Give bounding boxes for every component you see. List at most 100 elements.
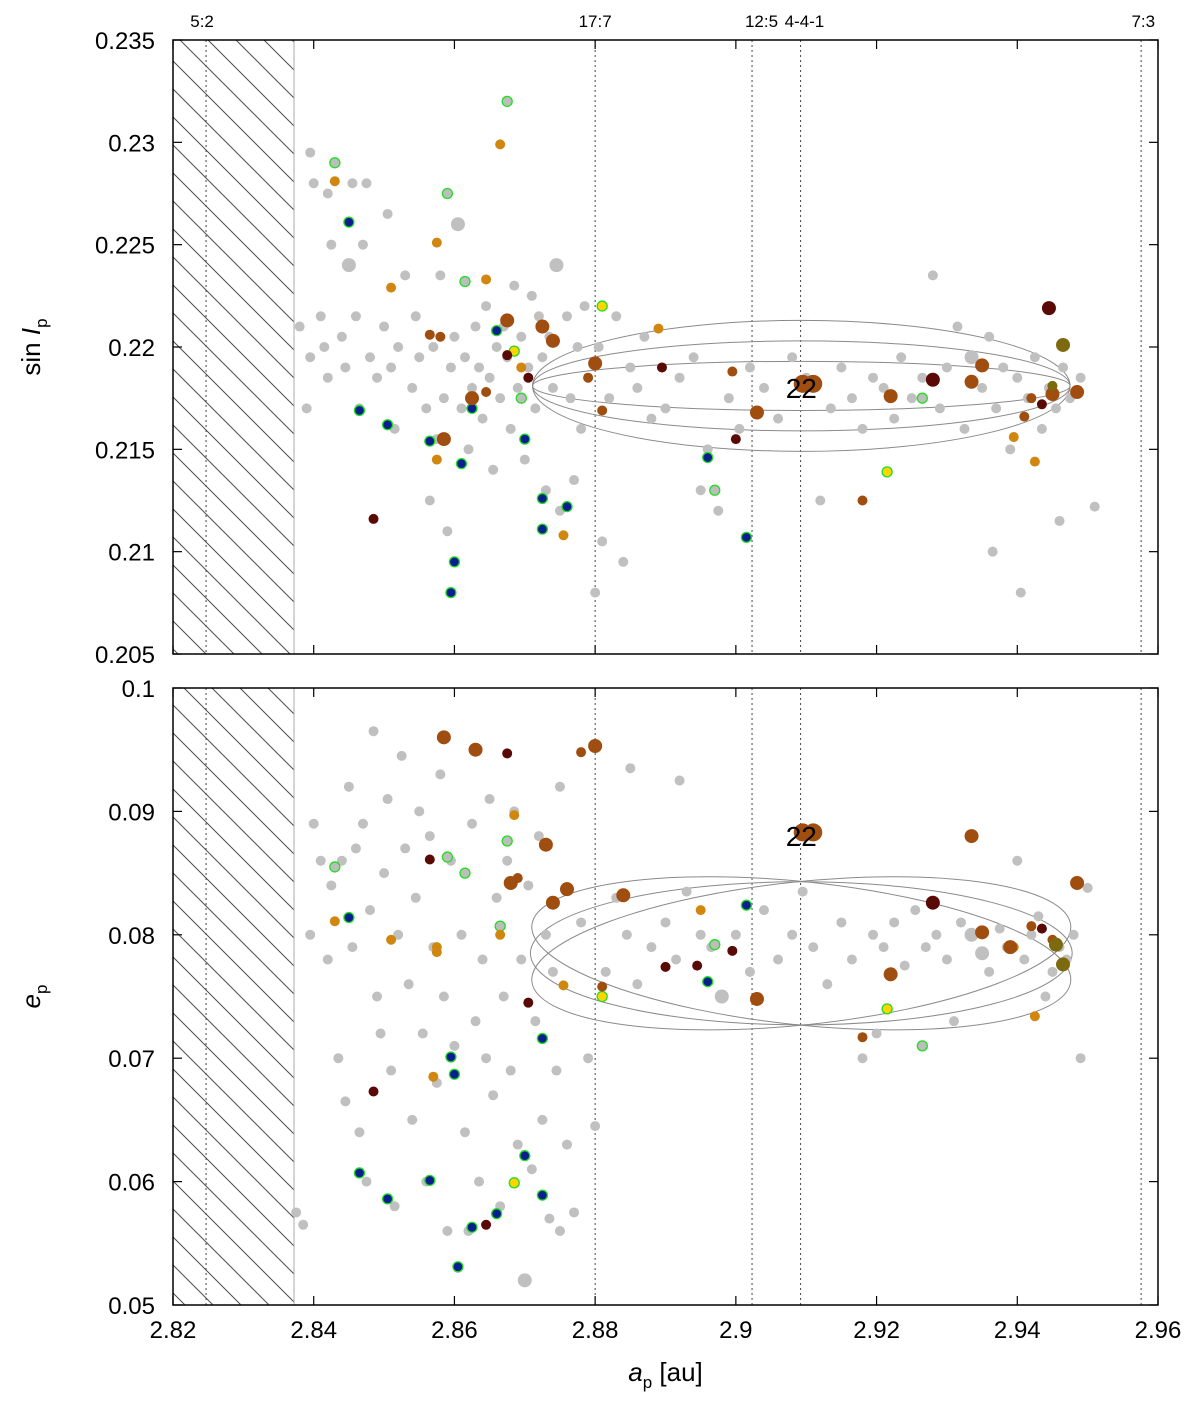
- asteroid-point: [787, 929, 798, 940]
- asteroid-point: [424, 435, 436, 447]
- y-tick-label: 0.205: [95, 642, 155, 669]
- asteroid-point: [336, 331, 347, 342]
- asteroid-point: [597, 981, 608, 992]
- asteroid-point: [1054, 515, 1065, 526]
- asteroid-point: [749, 405, 764, 420]
- asteroid-point: [773, 413, 784, 424]
- asteroid-point: [1070, 385, 1085, 400]
- asteroid-point: [459, 352, 470, 363]
- asteroid-point: [1015, 587, 1026, 598]
- asteroid-point: [495, 929, 506, 940]
- asteroid-point: [822, 979, 833, 990]
- asteroid-point: [625, 763, 636, 774]
- asteroid-point: [593, 342, 604, 352]
- asteroid-point: [386, 934, 397, 945]
- asteroid-point: [424, 1174, 436, 1187]
- asteroid-point: [1036, 423, 1047, 434]
- asteroid-point: [459, 867, 471, 879]
- asteroid-point: [523, 362, 534, 373]
- asteroid-point: [421, 403, 432, 414]
- asteroid-point: [744, 362, 755, 373]
- asteroid-point: [329, 176, 340, 187]
- asteroid-point: [455, 458, 468, 470]
- asteroid-point: [490, 324, 503, 337]
- asteroid-point: [343, 781, 354, 792]
- asteroid-point: [382, 208, 393, 219]
- asteroid-point: [984, 331, 995, 342]
- hatched-excluded-region: [173, 40, 295, 654]
- asteroid-point: [1047, 966, 1058, 977]
- asteroid-point: [562, 311, 572, 322]
- asteroid-point: [509, 810, 520, 821]
- asteroid-point: [576, 747, 587, 758]
- y-tick-label: 0.07: [108, 1046, 155, 1073]
- asteroid-point: [438, 991, 449, 1002]
- asteroid-point: [343, 216, 355, 228]
- asteroid-point: [604, 393, 615, 404]
- asteroid-point: [361, 178, 372, 189]
- asteroid-point: [600, 966, 611, 977]
- asteroid-point: [428, 1071, 439, 1082]
- asteroid-point: [329, 916, 340, 927]
- asteroid-point: [544, 1213, 555, 1224]
- asteroid-point: [516, 362, 527, 373]
- asteroid-point: [329, 157, 341, 169]
- asteroid-point: [576, 917, 587, 928]
- asteroid-point: [403, 979, 414, 990]
- asteroid-point: [393, 929, 404, 940]
- asteroid-point: [883, 967, 898, 982]
- y-tick-label: 0.215: [95, 437, 155, 464]
- asteroid-point: [749, 991, 764, 1006]
- asteroid-point: [740, 531, 753, 543]
- asteroid-point: [431, 947, 442, 958]
- asteroid-point: [569, 1207, 580, 1218]
- asteroid-point: [502, 855, 513, 866]
- asteroid-point: [740, 899, 753, 911]
- asteroid-point: [452, 1261, 464, 1273]
- asteroid-point: [857, 495, 868, 506]
- asteroid-point: [481, 387, 492, 398]
- asteroid-point: [857, 1032, 868, 1043]
- asteroid-point: [530, 403, 541, 414]
- proper-element-ellipse: [531, 876, 1072, 1031]
- asteroid-point: [723, 393, 734, 404]
- asteroid-point: [340, 1096, 351, 1107]
- y-tick-label: 0.21: [108, 540, 155, 567]
- asteroid-point: [759, 905, 769, 916]
- asteroid-point: [361, 1176, 372, 1187]
- asteroid-point: [474, 1176, 485, 1187]
- asteroid-point: [1005, 444, 1016, 455]
- asteroid-point: [502, 350, 513, 361]
- asteroid-point: [442, 526, 453, 537]
- asteroid-point: [871, 1028, 882, 1039]
- asteroid-point: [333, 1053, 344, 1064]
- asteroid-point: [438, 393, 449, 404]
- asteroid-point: [808, 942, 819, 953]
- asteroid-point: [646, 942, 657, 953]
- asteroid-point: [868, 929, 879, 940]
- asteroid-point: [540, 929, 551, 940]
- asteroid-point: [653, 323, 664, 334]
- asteroid-point: [964, 829, 979, 844]
- y-tick-label: 0.23: [108, 130, 155, 157]
- x-tick-label: 2.9: [719, 1317, 752, 1344]
- asteroid-point: [382, 794, 393, 805]
- asteroid-point: [533, 311, 544, 322]
- asteroid-point: [734, 423, 745, 434]
- asteroid-point: [583, 372, 594, 383]
- y-tick-label: 0.09: [108, 799, 155, 826]
- asteroid-point: [498, 991, 509, 1002]
- resonance-label: 7:3: [1131, 12, 1155, 31]
- asteroid-point: [512, 873, 523, 884]
- asteroid-point: [424, 495, 435, 506]
- y-tick-label: 0.06: [108, 1170, 155, 1197]
- asteroid-point: [468, 742, 483, 757]
- asteroid-point: [509, 280, 520, 291]
- asteroid-point: [744, 966, 755, 977]
- asteroid-point: [481, 1219, 492, 1230]
- asteroid-point: [431, 237, 442, 248]
- asteroid-point: [1075, 372, 1086, 383]
- asteroid-point: [656, 362, 667, 373]
- asteroid-point: [301, 403, 312, 414]
- asteroid-point: [537, 1114, 548, 1125]
